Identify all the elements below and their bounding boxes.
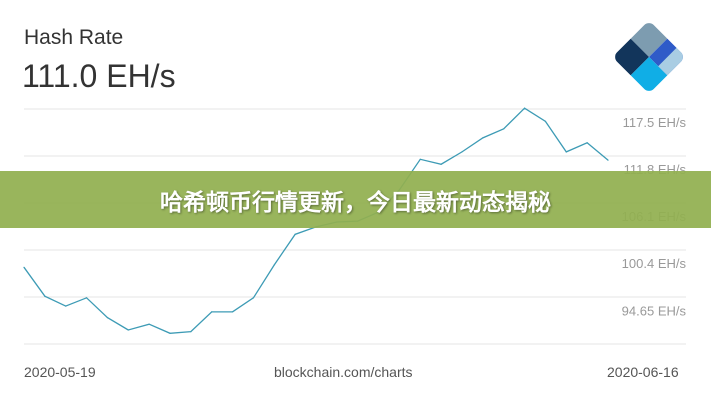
data-point: [586, 142, 588, 144]
data-point: [85, 297, 88, 299]
data-point: [482, 137, 484, 139]
data-point: [565, 151, 567, 153]
data-point: [419, 158, 421, 160]
data-point: [44, 295, 46, 297]
current-value: 111.0 EH/s: [22, 58, 176, 94]
data-point: [503, 128, 505, 130]
data-point: [231, 311, 234, 313]
x-label-end: 2020-06-16: [607, 364, 679, 380]
data-point: [106, 317, 109, 319]
data-point: [461, 151, 463, 153]
y-tick-label: 94.65 EH/s: [622, 303, 687, 318]
x-label-start: 2020-05-19: [24, 364, 96, 380]
data-point: [440, 163, 442, 165]
data-point: [169, 332, 171, 334]
data-point: [607, 159, 609, 161]
data-point: [211, 311, 213, 313]
data-point: [544, 120, 547, 122]
data-point: [190, 331, 192, 333]
source-link[interactable]: blockchain.com/charts: [274, 364, 413, 380]
y-tick-label: 117.5 EH/s: [623, 115, 687, 130]
data-point: [148, 323, 150, 325]
data-point: [65, 305, 67, 307]
y-tick-label: 100.4 EH/s: [622, 256, 687, 271]
data-point: [523, 107, 526, 109]
data-point: [294, 233, 296, 235]
data-point: [273, 264, 275, 266]
headline-text: 哈希顿币行情更新，今日最新动态揭秘: [160, 189, 551, 216]
chart-title: Hash Rate: [24, 26, 124, 49]
data-point: [252, 297, 255, 299]
data-point: [23, 266, 25, 268]
blockchain-logo-icon: [612, 20, 686, 94]
headline-banner: 哈希顿币行情更新，今日最新动态揭秘: [0, 171, 711, 228]
data-point: [127, 329, 129, 331]
